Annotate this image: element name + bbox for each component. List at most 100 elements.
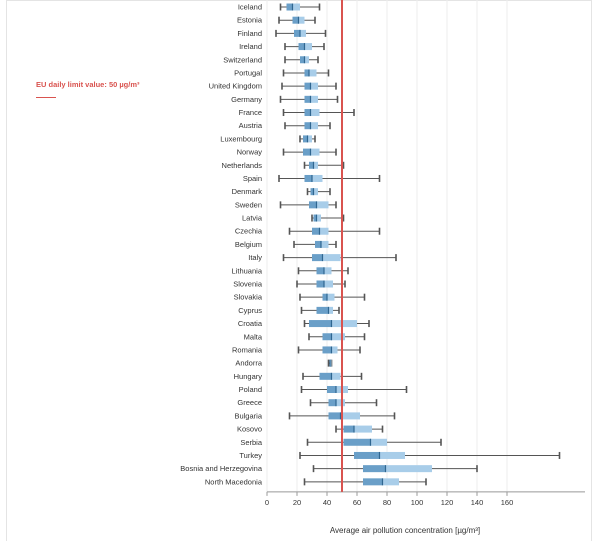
box-lower: [343, 438, 371, 446]
limit-legend-swatch: [36, 97, 56, 98]
box-row-turkey: [299, 451, 561, 459]
box-lower: [322, 346, 332, 354]
box-row-latvia: [311, 214, 345, 222]
box-upper: [316, 201, 329, 209]
box-row-italy: [282, 254, 397, 262]
category-label: Bosnia and Herzegovina: [180, 464, 263, 473]
box-upper: [340, 412, 360, 420]
x-tick-label: 140: [471, 498, 484, 507]
x-tick-label: 120: [441, 498, 454, 507]
box-row-estonia: [278, 16, 316, 24]
box-upper: [328, 306, 333, 314]
category-label: Italy: [248, 253, 262, 262]
box-lower: [313, 214, 317, 222]
box-row-hungary: [302, 372, 363, 380]
box-row-sweden: [279, 201, 337, 209]
box-lower: [304, 69, 309, 77]
x-tick-label: 80: [383, 498, 391, 507]
category-label: Cyprus: [238, 306, 262, 315]
category-label: Kosovo: [237, 425, 262, 434]
box-row-greece: [309, 399, 378, 407]
box-lower: [309, 161, 314, 169]
box-upper: [292, 3, 300, 11]
box-lower: [328, 412, 341, 420]
box-row-cyprus: [300, 306, 340, 314]
category-label: Finland: [237, 29, 262, 38]
gridlines: [266, 0, 508, 492]
boxes: [275, 3, 561, 486]
box-lower: [303, 135, 308, 143]
box-row-lithuania: [297, 267, 349, 275]
box-row-spain: [278, 174, 381, 182]
box-lower: [315, 240, 321, 248]
box-row-switzerland: [284, 56, 319, 64]
box-upper: [300, 29, 306, 37]
box-lower: [309, 201, 317, 209]
x-tick-label: 0: [265, 498, 269, 507]
box-lower: [304, 174, 312, 182]
box-upper: [331, 320, 357, 328]
box-row-czechia: [288, 227, 381, 235]
x-tick-label: 60: [353, 498, 361, 507]
box-row-ireland: [284, 43, 325, 51]
box-lower: [312, 227, 320, 235]
box-row-bosnia-and-herzegovina: [312, 465, 478, 473]
box-upper: [385, 465, 432, 473]
category-label: Austria: [239, 121, 263, 130]
box-row-romania: [297, 346, 361, 354]
box-row-austria: [284, 122, 331, 130]
box-upper: [310, 148, 320, 156]
category-label: Ireland: [239, 42, 262, 51]
box-lower: [322, 293, 327, 301]
box-row-united-kingdom: [281, 82, 337, 90]
category-label: Slovenia: [233, 279, 263, 288]
category-label: Sweden: [235, 200, 262, 209]
category-label: Estonia: [237, 16, 263, 25]
category-label: Poland: [239, 385, 262, 394]
box-row-croatia: [303, 320, 370, 328]
box-upper: [304, 43, 312, 51]
box-upper: [330, 359, 332, 367]
box-lower: [316, 280, 324, 288]
category-label: Denmark: [232, 187, 263, 196]
box-upper: [331, 372, 341, 380]
box-row-iceland: [279, 3, 321, 11]
box-row-andorra: [327, 359, 333, 367]
box-lower: [294, 29, 300, 37]
box-row-poland: [300, 386, 408, 394]
box-upper: [310, 122, 318, 130]
box-upper: [354, 425, 372, 433]
box-lower: [304, 95, 311, 103]
box-upper: [298, 16, 305, 24]
category-label: Turkey: [239, 451, 262, 460]
box-lower: [322, 333, 332, 341]
category-label: Luxembourg: [220, 134, 262, 143]
box-upper: [370, 438, 387, 446]
box-upper: [312, 174, 323, 182]
category-label: United Kingdom: [209, 82, 262, 91]
box-upper: [319, 227, 329, 235]
category-label: Greece: [237, 398, 262, 407]
x-axis: 0 20 40 60 80 100 120 140 160: [265, 491, 585, 507]
box-upper: [379, 451, 405, 459]
box-lower: [292, 16, 299, 24]
box-row-kosovo: [335, 425, 384, 433]
category-label: Malta: [244, 332, 263, 341]
box-upper: [309, 69, 317, 77]
box-upper: [322, 254, 341, 262]
box-row-malta: [308, 333, 366, 341]
box-row-slovakia: [299, 293, 366, 301]
category-label: Germany: [231, 95, 262, 104]
box-upper: [331, 346, 338, 354]
box-upper: [336, 399, 345, 407]
chart-frame: [6, 0, 592, 541]
box-row-denmark: [306, 188, 331, 196]
category-label: Romania: [232, 345, 263, 354]
category-label: Iceland: [238, 3, 262, 12]
box-row-norway: [282, 148, 337, 156]
box-upper: [310, 109, 320, 117]
box-upper: [327, 293, 335, 301]
category-label: Latvia: [242, 214, 263, 223]
x-axis-label: Average air pollution concentration [µg/…: [330, 526, 480, 535]
